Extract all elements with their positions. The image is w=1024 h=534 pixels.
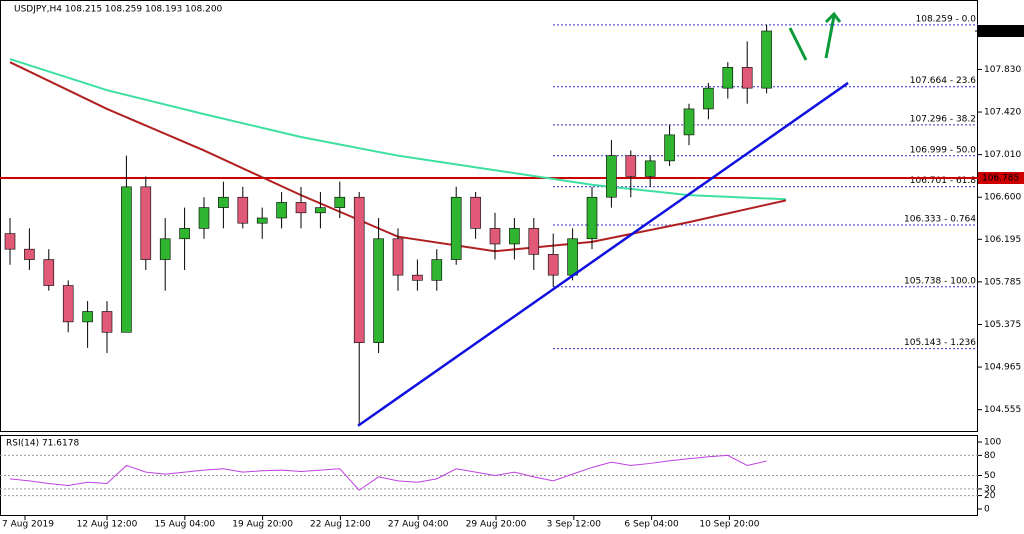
y-tick-label: 107.420 [984, 108, 1021, 118]
x-tick-label: 10 Sep 20:00 [699, 520, 759, 530]
candle-body [295, 202, 307, 214]
x-tick-label: 6 Sep 04:00 [624, 520, 679, 530]
candle-body [4, 233, 16, 250]
arrow-up [824, 11, 842, 59]
candle-body [528, 228, 540, 255]
moving-average [9, 58, 787, 201]
candle-body [664, 134, 675, 162]
current-price-label: 108.200 [982, 27, 1019, 37]
candle-body [586, 196, 598, 240]
candle-body [82, 311, 93, 323]
candle-body [606, 155, 617, 198]
candle-body [334, 196, 346, 208]
candle-body [392, 238, 404, 276]
candle-body [140, 186, 152, 260]
candle-body [450, 196, 462, 260]
header: USDJPY,H4 108.215 108.259 108.193 108.20… [14, 5, 223, 15]
y-tick-label: 105.785 [984, 277, 1021, 287]
x-tick-label: 29 Aug 20:00 [466, 520, 527, 530]
x-tick-label: 12 Aug 12:00 [77, 520, 138, 530]
rsi-tick-label: 100 [984, 438, 1001, 448]
candle-body [625, 155, 637, 177]
candle-body [644, 160, 656, 177]
y-tick-label: 104.555 [984, 405, 1021, 415]
rsi-tick-label: 80 [984, 451, 996, 461]
x-tick-label: 15 Aug 04:00 [154, 520, 215, 530]
candle-body [198, 207, 210, 229]
candle-body [218, 196, 229, 208]
rsi-tick-label: 20 [984, 491, 996, 501]
candle-body [159, 238, 171, 260]
candle-body [43, 259, 55, 286]
rsi-tick-label: 0 [984, 505, 990, 515]
x-tick-label: 27 Aug 04:00 [388, 520, 449, 530]
candle-body [315, 207, 326, 214]
candle-body [703, 87, 714, 110]
rsi-tick-label: 50 [984, 471, 996, 481]
y-tick-label: 106.600 [984, 193, 1021, 203]
rsi-tick-label: 30 [984, 484, 996, 494]
candle-body [722, 67, 734, 89]
x-tick-label: 19 Aug 20:00 [232, 520, 293, 530]
fib-label: 105.738 - 100.0 [904, 276, 976, 286]
fib-label: 108.259 - 0.0 [916, 14, 977, 24]
candle-body [509, 228, 520, 245]
fib-label: 106.333 - 0.764 [904, 214, 976, 224]
x-tick-label: 22 Aug 12:00 [310, 520, 371, 530]
candle-body [683, 108, 695, 136]
candle-body [567, 238, 578, 276]
arrow-down [788, 27, 808, 61]
candle-body [761, 30, 772, 89]
candle-body [24, 248, 35, 260]
resistance-label: 106.785 [982, 174, 1019, 184]
fib-label: 106.999 - 50.0 [910, 145, 976, 155]
x-tick-label: 3 Sep 12:00 [547, 520, 602, 530]
y-tick-label: 105.375 [984, 320, 1021, 330]
candle-body [373, 238, 384, 343]
y-tick-label: 104.965 [984, 363, 1021, 373]
candle-body [431, 259, 443, 281]
rsi-line [9, 454, 767, 491]
resistance-box [978, 172, 1024, 185]
candle-body [256, 217, 268, 224]
y-tick-label: 106.195 [984, 235, 1021, 245]
candle-body [412, 274, 423, 281]
candle-body [101, 311, 113, 333]
trendline [357, 81, 849, 427]
main-panel [0, 0, 978, 432]
fib-label: 107.296 - 38.2 [910, 114, 976, 124]
fib-label: 106.701 - 61.8 [910, 176, 976, 186]
rsi-label: RSI(14) 71.6178 [6, 439, 79, 449]
current-price-box [978, 25, 1024, 38]
candle-body [470, 196, 481, 229]
y-tick-label: 107.010 [984, 150, 1021, 160]
candle-body [547, 254, 559, 276]
y-tick-label: 107.830 [984, 65, 1021, 75]
candle-body [62, 285, 74, 323]
fib-label: 105.143 - 1.236 [904, 338, 976, 348]
candle-body [179, 228, 190, 240]
candle-body [121, 186, 132, 333]
candle-body [237, 196, 249, 224]
candle-body [741, 67, 753, 89]
candle-body [276, 202, 287, 219]
x-tick-label: 7 Aug 2019 [2, 520, 54, 530]
candle-body [489, 228, 501, 245]
candle-body [353, 196, 365, 343]
fib-label: 107.664 - 23.6 [910, 76, 976, 86]
